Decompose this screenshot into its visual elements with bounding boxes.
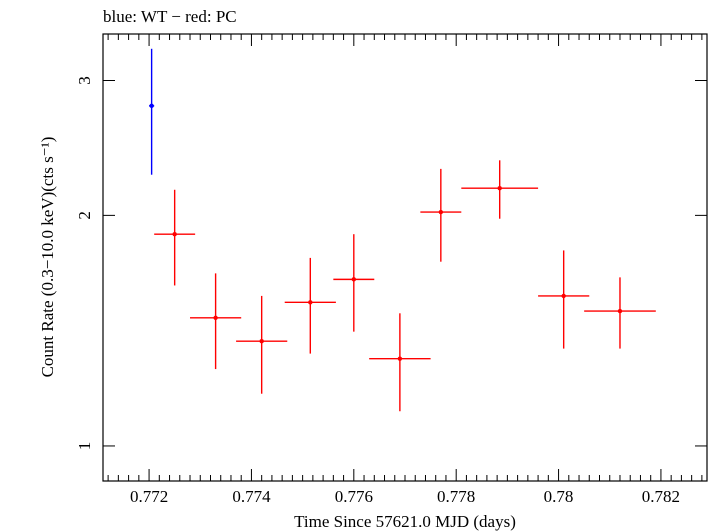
data-point (149, 103, 154, 109)
chart-title: blue: WT − red: PC (103, 7, 237, 26)
x-tick-label: 0.782 (642, 487, 680, 506)
data-point (308, 300, 313, 305)
x-axis-label: Time Since 57621.0 MJD (days) (294, 512, 516, 531)
data-point (397, 356, 403, 361)
data-point (497, 186, 502, 191)
data-point (351, 277, 357, 282)
y-axis-ticks: 1 2 3 (75, 76, 707, 450)
x-tick-label: 0.776 (335, 487, 373, 506)
data-point (438, 209, 444, 215)
y-tick-label: 2 (75, 211, 94, 220)
x-tick-label: 0.778 (437, 487, 475, 506)
y-axis-label: Count Rate (0.3−10.0 keV)(cts s⁻¹) (38, 137, 57, 378)
data-series (149, 48, 656, 412)
series-0 (149, 48, 155, 175)
x-axis-ticks: 0.772 0.774 0.776 0.778 0.78 0.782 (107, 34, 703, 506)
x-tick-label: 0.774 (232, 487, 271, 506)
x-tick-label: 0.78 (544, 487, 574, 506)
x-tick-label: 0.772 (130, 487, 168, 506)
data-point (213, 315, 218, 320)
series-1 (154, 160, 656, 412)
data-point (259, 339, 264, 344)
y-tick-label: 1 (75, 442, 94, 451)
data-point (561, 293, 566, 299)
y-tick-label: 3 (75, 76, 94, 85)
data-point (617, 308, 623, 314)
data-point (172, 231, 177, 237)
plot-frame (102, 33, 708, 482)
